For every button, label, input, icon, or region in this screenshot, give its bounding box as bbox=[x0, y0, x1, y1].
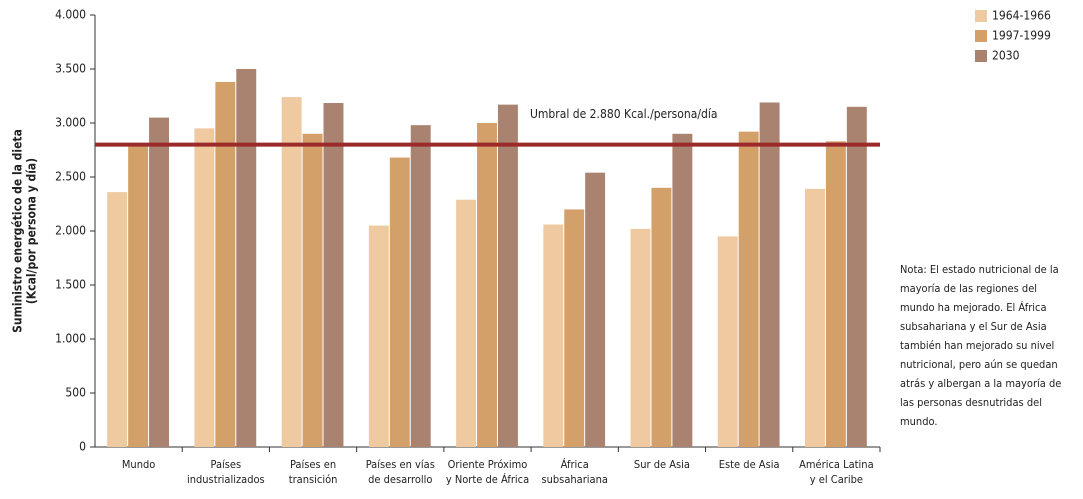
y-tick-label: 3.500 bbox=[55, 62, 86, 76]
x-tick-label-line: Sur de Asia bbox=[634, 458, 690, 471]
bar bbox=[543, 224, 564, 447]
y-tick-label: 500 bbox=[65, 386, 86, 400]
legend-label: 1997-1999 bbox=[992, 29, 1051, 43]
x-tick-label-line: industrializados bbox=[187, 473, 265, 486]
note: mayoría de las regiones del bbox=[900, 282, 1037, 295]
y-tick-label: 2.000 bbox=[55, 224, 86, 238]
bar bbox=[194, 128, 215, 447]
x-tick-label-line: Países en vías bbox=[366, 458, 435, 471]
y-tick-label: 2.500 bbox=[55, 170, 86, 184]
x-tick-label-line: Mundo bbox=[122, 458, 155, 471]
x-tick-label: América Latina y el Caribe bbox=[799, 458, 874, 486]
note: nutricional, pero aún se quedan bbox=[900, 358, 1058, 371]
x-tick-label-line: América Latina bbox=[799, 458, 874, 471]
x-tick-label-line: y Norte de África bbox=[446, 473, 529, 486]
bar bbox=[564, 209, 585, 447]
note: las personas desnutridas del bbox=[900, 396, 1042, 409]
bar bbox=[630, 228, 651, 447]
x-tick-label: Países en transición bbox=[289, 458, 338, 486]
bar bbox=[281, 97, 302, 447]
threshold-label: Umbral de 2.880 Kcal./persona/día bbox=[530, 107, 717, 121]
legend-label: 2030 bbox=[992, 49, 1020, 63]
x-tick-label: Países industrializados bbox=[187, 458, 265, 486]
y-tick-label: 1.500 bbox=[55, 278, 86, 292]
bar bbox=[585, 172, 606, 447]
note: mundo ha mejorado. El África bbox=[900, 301, 1047, 314]
bar bbox=[302, 133, 323, 448]
x-tick-label-line: Países bbox=[210, 458, 241, 471]
bar bbox=[149, 117, 170, 447]
bar bbox=[456, 199, 477, 447]
y-tick-label: 4.000 bbox=[55, 8, 86, 22]
bar bbox=[477, 123, 497, 447]
bar bbox=[368, 225, 389, 447]
bar bbox=[804, 188, 825, 447]
x-tick-label-line: y el Caribe bbox=[810, 473, 863, 486]
x-tick-label-line: África bbox=[561, 458, 589, 471]
bar bbox=[717, 236, 738, 447]
y-axis-label: (Kcal/por persona y día) bbox=[25, 158, 39, 304]
legend-swatch bbox=[975, 50, 987, 62]
x-tick-label: África subsahariana bbox=[541, 458, 608, 486]
y-axis-label: Suministro energético de la dieta bbox=[11, 129, 25, 333]
x-tick-label: Mundo bbox=[122, 458, 155, 471]
note: Nota: El estado nutricional de la bbox=[900, 263, 1059, 276]
bar bbox=[128, 144, 149, 447]
x-tick-label: Este de Asia bbox=[719, 458, 780, 471]
legend-label: 1964-1966 bbox=[992, 9, 1051, 23]
x-tick-label: Sur de Asia bbox=[634, 458, 690, 471]
y-tick-label: 1.000 bbox=[55, 332, 86, 346]
bar bbox=[825, 141, 846, 448]
bar bbox=[672, 133, 693, 448]
bar bbox=[410, 125, 431, 447]
legend-swatch bbox=[975, 30, 987, 42]
bar bbox=[497, 104, 518, 447]
note: mundo. bbox=[900, 415, 937, 428]
x-tick-label-line: transición bbox=[289, 473, 338, 486]
bar bbox=[323, 103, 344, 448]
bar bbox=[389, 157, 410, 447]
x-tick-label-line: Este de Asia bbox=[719, 458, 780, 471]
note: subsahariana y el Sur de Asia bbox=[900, 320, 1047, 333]
x-tick-label-line: Oriente Próximo bbox=[448, 458, 528, 471]
note: atrás y albergan a la mayoría de bbox=[900, 377, 1061, 390]
x-tick-label: Países en vías de desarrollo bbox=[366, 458, 435, 486]
x-tick-label: Oriente Próximo y Norte de África bbox=[446, 458, 529, 486]
x-tick-label-line: de desarrollo bbox=[368, 473, 432, 486]
bar bbox=[846, 106, 867, 448]
note: también han mejorado su nivel bbox=[900, 339, 1054, 352]
y-tick-label: 3.000 bbox=[55, 116, 86, 130]
bar bbox=[759, 102, 780, 447]
y-tick-label: 0 bbox=[79, 440, 86, 454]
x-tick-label-line: subsahariana bbox=[541, 473, 608, 486]
bar bbox=[651, 187, 672, 448]
bar bbox=[738, 131, 759, 447]
bar bbox=[236, 69, 257, 447]
legend-swatch bbox=[975, 10, 987, 22]
x-tick-label-line: Países en bbox=[290, 458, 336, 471]
bar bbox=[107, 192, 128, 447]
bar bbox=[215, 81, 236, 448]
